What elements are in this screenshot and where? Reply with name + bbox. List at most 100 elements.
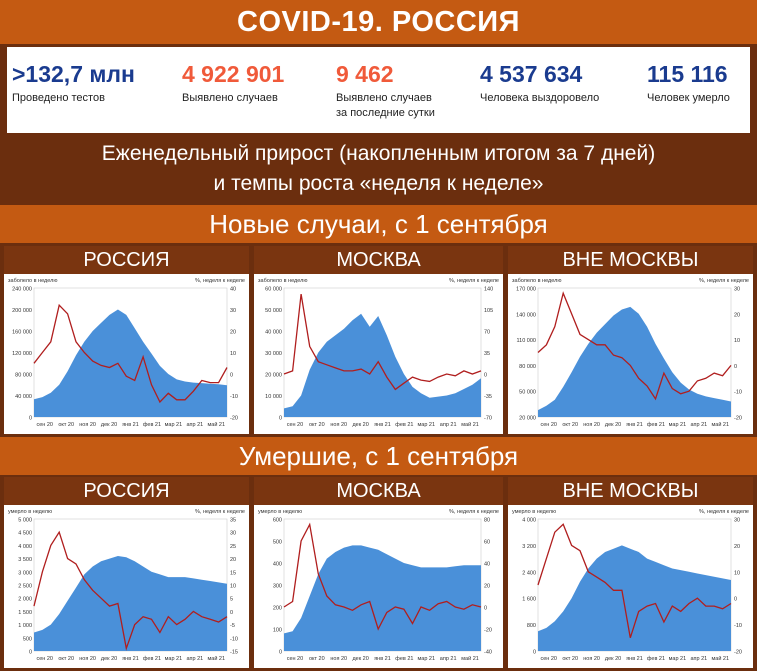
y-tick-label: 4 000: [522, 518, 536, 524]
y-tick-label: 0: [533, 650, 536, 656]
stat-value: 9 462: [336, 61, 394, 87]
x-tick-label: окт 20: [309, 656, 325, 662]
y-tick-label: 80 000: [519, 364, 536, 370]
x-tick-label: дек 20: [605, 422, 621, 428]
y2-tick-label: -70: [484, 416, 492, 422]
x-tick-label: окт 20: [562, 422, 578, 428]
y-tick-label: 50 000: [519, 390, 536, 396]
x-tick-label: дек 20: [352, 422, 368, 428]
stat-label: Выявлено случаев: [182, 92, 278, 104]
x-tick-label: дек 20: [101, 656, 117, 662]
y-tick-label: 2 400: [522, 570, 536, 576]
panel-title: РОССИЯ: [4, 477, 249, 505]
x-tick-label: сен 20: [287, 422, 304, 428]
right-axis-label: %, неделя к неделе: [449, 509, 499, 515]
y-tick-label: 60 000: [265, 287, 282, 293]
y2-tick-label: 10: [734, 338, 740, 344]
right-axis-label: %, неделя к неделе: [699, 278, 749, 284]
panel-title: МОСКВА: [254, 246, 503, 274]
y2-tick-label: 10: [230, 351, 236, 357]
chart-panel-deaths-russia: РОССИЯ 0 500 1 000 1 500 2 000 2 500 3 000 3 50…: [4, 477, 249, 668]
y-tick-label: 120 000: [12, 351, 32, 357]
left-axis-label: заболело в неделю: [8, 278, 57, 284]
right-axis-label: %, неделя к неделе: [195, 509, 245, 515]
y-tick-label: 200 000: [12, 308, 32, 314]
chart-svg: 0 100 200 300 400 500 600 -40 -20 0 20 40 60 80 сен 20…: [258, 509, 499, 662]
subtitle-line-1: Еженедельный прирост (накопленным итогом…: [101, 142, 656, 165]
x-tick-label: ноя 20: [330, 656, 347, 662]
x-tick-label: апр 21: [440, 656, 457, 662]
y2-tick-label: 15: [230, 570, 236, 576]
x-tick-label: янв 21: [122, 422, 139, 428]
x-tick-label: май 21: [207, 421, 225, 428]
x-tick-label: дек 20: [101, 422, 117, 428]
y2-tick-label: 70: [484, 330, 490, 336]
subtitle-line-2: и темпы роста «неделя к неделе»: [213, 172, 544, 195]
y-tick-label: 3 000: [18, 570, 32, 576]
x-tick-label: мар 21: [669, 656, 687, 662]
weekly-area-series: [538, 545, 731, 651]
x-tick-label: апр 21: [186, 656, 203, 662]
panel-title: ВНЕ МОСКВЫ: [508, 246, 753, 274]
x-tick-label: окт 20: [58, 422, 74, 428]
title-banner: COVID-19. РОССИЯ: [0, 0, 757, 44]
x-tick-label: апр 21: [186, 422, 203, 428]
x-tick-label: май 21: [207, 655, 225, 662]
y2-tick-label: -20: [734, 650, 742, 656]
y2-tick-label: 40: [230, 287, 236, 293]
stat-cases: 4 922 901 Выявлено случаев: [182, 59, 284, 106]
y2-tick-label: 30: [230, 308, 236, 314]
y2-tick-label: 30: [734, 518, 740, 524]
y-tick-label: 10 000: [265, 394, 282, 400]
stat-label-2: за последние сутки: [336, 107, 435, 119]
chart-area: 0 800 1 600 2 400 3 200 4 000 -20 -10 0 10 20 30 сен…: [508, 505, 753, 668]
y2-tick-label: 0: [734, 597, 737, 603]
chart-area: 0 40 000 80 000 120 000 160 000 200 000 240 00…: [4, 274, 249, 434]
y-tick-label: 400: [273, 562, 282, 568]
stat-label: Человека выздоровело: [480, 92, 600, 104]
growth-rate-line: [537, 523, 732, 638]
chart-svg: 0 500 1 000 1 500 2 000 2 500 3 000 3 500 4 000 4…: [8, 509, 245, 662]
growth-rate-line: [33, 530, 228, 651]
chart-svg: 0 800 1 600 2 400 3 200 4 000 -20 -10 0 10 20 30 сен…: [512, 509, 749, 662]
subtitle-banner: Еженедельный прирост (накопленным итогом…: [0, 135, 757, 201]
y2-tick-label: 0: [230, 373, 233, 379]
chart-svg: 0 40 000 80 000 120 000 160 000 200 000 240 00…: [8, 278, 245, 428]
stat-tests: >132,7 млн Проведено тестов: [12, 59, 135, 106]
y2-tick-label: 20: [734, 544, 740, 550]
y-tick-label: 50 000: [265, 308, 282, 314]
y-tick-label: 0: [279, 650, 282, 656]
x-tick-label: янв 21: [374, 656, 391, 662]
y2-tick-label: 20: [230, 330, 236, 336]
chart-panel-deaths-outside-moscow: ВНЕ МОСКВЫ 0 800 1 600 2 400 3 200 4 000 -20 -1…: [508, 477, 753, 668]
left-axis-label: заболело в неделю: [512, 278, 561, 284]
x-tick-label: окт 20: [58, 656, 74, 662]
y2-tick-label: -10: [230, 394, 238, 400]
y-tick-label: 4 000: [18, 544, 32, 550]
y-tick-label: 500: [23, 636, 32, 642]
y-tick-label: 600: [273, 518, 282, 524]
x-tick-label: мар 21: [165, 422, 183, 428]
x-tick-label: янв 21: [374, 422, 391, 428]
x-tick-label: апр 21: [690, 656, 707, 662]
x-tick-label: мар 21: [418, 656, 436, 662]
y-tick-label: 5 000: [18, 518, 32, 524]
y2-tick-label: 10: [230, 584, 236, 590]
x-tick-label: май 21: [711, 655, 729, 662]
x-tick-label: янв 21: [626, 656, 643, 662]
y2-tick-label: -20: [734, 416, 742, 422]
y2-tick-label: 30: [734, 287, 740, 293]
y-tick-label: 0: [29, 650, 32, 656]
page-title: COVID-19. РОССИЯ: [237, 6, 520, 38]
y-tick-label: 170 000: [516, 287, 536, 293]
y-tick-label: 300: [273, 584, 282, 590]
y2-tick-label: 35: [484, 351, 490, 357]
y2-tick-label: -10: [734, 390, 742, 396]
y-tick-label: 4 500: [18, 531, 32, 537]
y2-tick-label: 0: [230, 610, 233, 616]
y-tick-label: 20 000: [519, 416, 536, 422]
left-axis-label: заболело в неделю: [258, 278, 307, 284]
y-tick-label: 3 200: [522, 544, 536, 550]
y-tick-label: 100: [273, 628, 282, 634]
panel-title: МОСКВА: [254, 477, 503, 505]
